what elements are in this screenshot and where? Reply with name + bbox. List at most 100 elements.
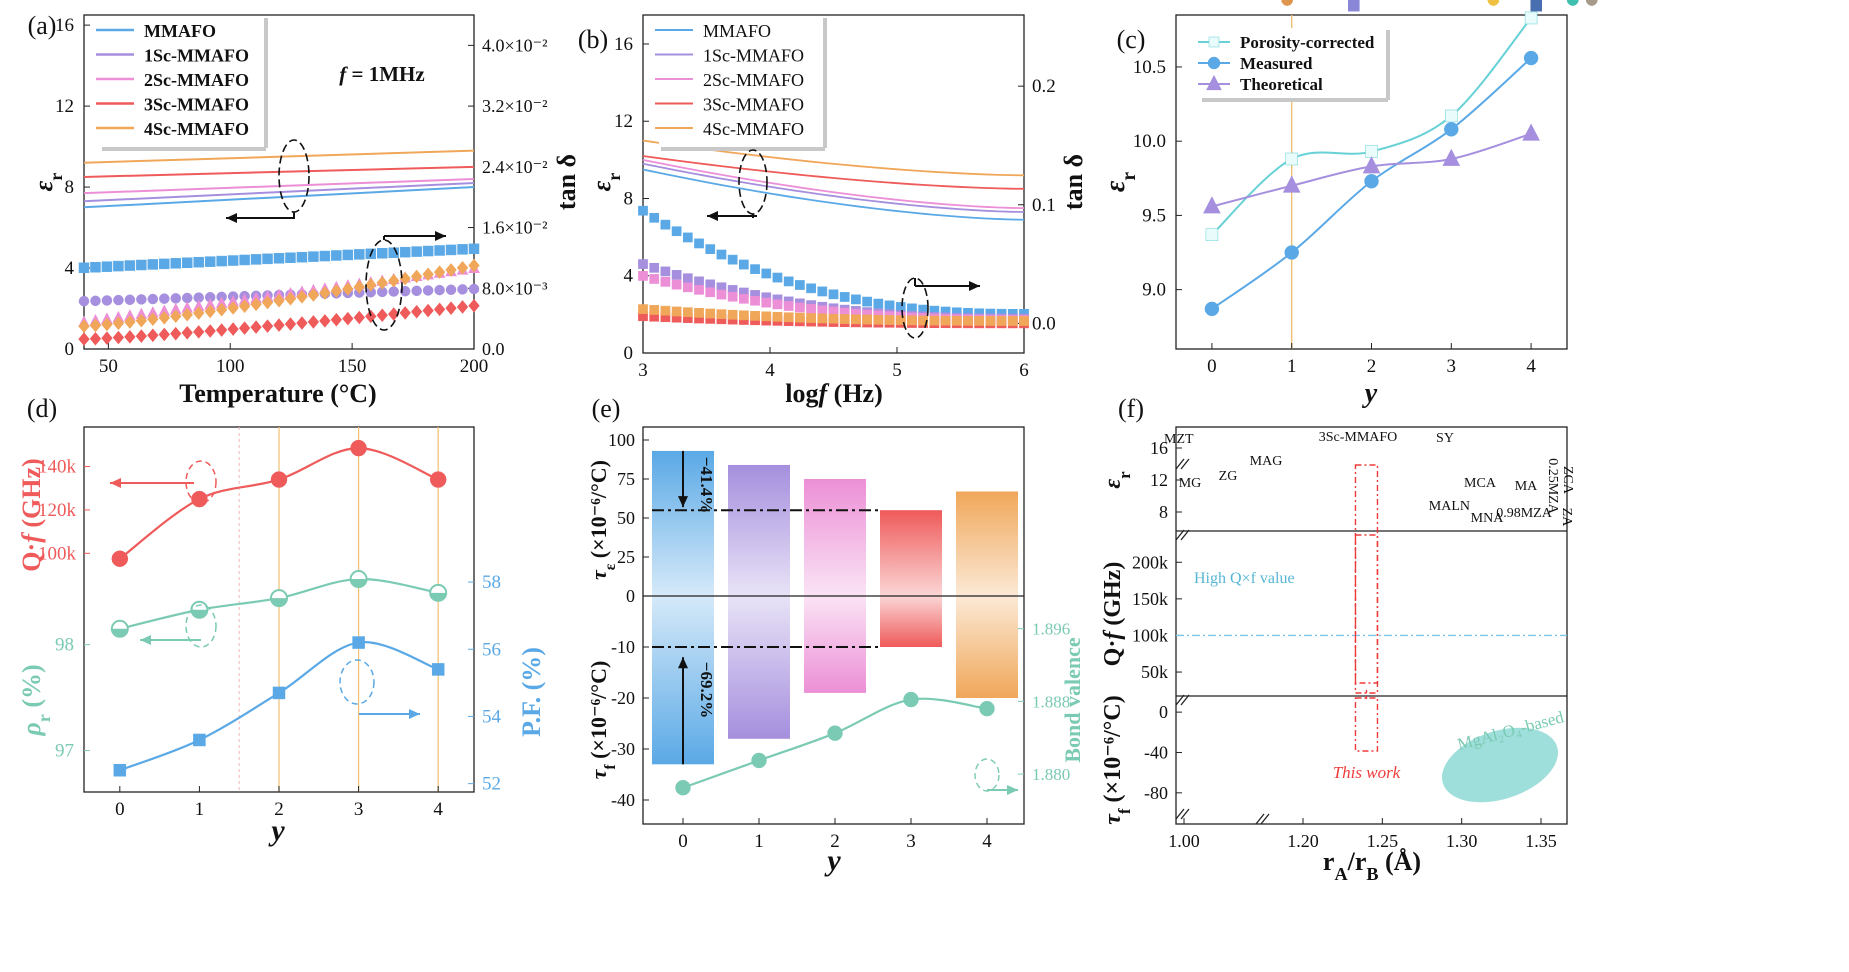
tan-point: [136, 294, 147, 305]
data-point: [1204, 301, 1220, 317]
axis-break: [1175, 808, 1185, 820]
tan-point: [434, 284, 445, 296]
arrow-left-head: [140, 635, 151, 645]
tan-point: [727, 309, 738, 320]
legend-bg: [100, 16, 266, 148]
x-tick-label: 3: [638, 360, 648, 381]
eps-line-2Sc-MMAFO: [642, 158, 1025, 210]
pf-point: [352, 636, 365, 649]
highlight-ellipse: [365, 239, 403, 331]
tan-point: [422, 267, 434, 282]
tan-point: [660, 219, 671, 230]
tan-point: [806, 313, 816, 323]
x-tick-label: 4: [1526, 356, 1536, 377]
highlight-ellipse: [901, 277, 929, 339]
label-part: r: [1119, 172, 1140, 181]
label-part: = 1MHz: [346, 62, 424, 86]
tan-point: [227, 255, 239, 266]
tan-point: [365, 309, 377, 324]
tan-point: [457, 284, 468, 295]
y-axis-title: εr: [29, 173, 66, 192]
tan-point: [296, 316, 308, 330]
qf-point: [270, 471, 288, 488]
y-tick-label: 10.0: [1133, 131, 1166, 152]
tan-point: [124, 330, 136, 344]
this-work-label: This work: [1333, 763, 1401, 782]
tan-point: [862, 296, 872, 307]
x-tick-label: 1.25: [1367, 831, 1399, 851]
y-tick-label: -10: [611, 637, 635, 657]
tan-point: [273, 293, 285, 308]
bar-tau-eps-2: [804, 479, 866, 596]
tan-point: [273, 253, 285, 264]
y2-tick-label: 3.2×10⁻²: [482, 96, 548, 116]
mgal2o4-region: [1441, 727, 1559, 803]
y-tick-label: 98: [55, 635, 74, 656]
arrow-left-head: [110, 478, 121, 488]
tan-point: [193, 325, 205, 339]
tan-point: [89, 331, 102, 346]
y-tick-label: 10.5: [1133, 57, 1166, 78]
label-part: r: [34, 714, 54, 722]
tan-point: [716, 249, 727, 260]
tan-point: [671, 306, 682, 317]
tan-point: [985, 316, 996, 326]
tan-point: [101, 331, 113, 345]
label-part: (Å): [1379, 847, 1422, 876]
tan-point: [147, 259, 159, 270]
740.3739130434783: [1281, 0, 1293, 6]
qf-point: [111, 550, 129, 567]
bond-point: [979, 700, 995, 717]
bar-tau-f-4: [956, 596, 1018, 698]
tan-point: [331, 250, 342, 261]
tan-point: [112, 330, 125, 345]
y-tick-label: -30: [611, 739, 635, 759]
y-tick-label: 100k: [38, 543, 77, 564]
tan-point: [307, 288, 320, 302]
tan-point: [147, 312, 159, 327]
tan-point: [399, 306, 411, 320]
tan-point: [296, 251, 308, 263]
tan-point: [124, 260, 136, 271]
tan-point: [411, 246, 422, 257]
tan-point: [342, 282, 354, 296]
tan-point: [445, 284, 457, 295]
tan-point: [388, 286, 399, 297]
label-part: r: [1323, 847, 1335, 876]
label-part: ρ: [17, 722, 46, 736]
tan-point: [739, 259, 749, 270]
tan-point: [694, 276, 704, 287]
arrow-down-head: [678, 496, 688, 508]
bar-tau-eps-3: [880, 510, 942, 596]
tan-point: [376, 276, 388, 290]
tan-point: [342, 249, 354, 261]
y2-tick-label: 0.0: [1032, 313, 1056, 334]
label-part: (%): [17, 664, 46, 714]
material-label: MAG: [1250, 454, 1283, 469]
tan-point: [817, 286, 828, 297]
tan-point: [660, 277, 671, 287]
y-tick-label: -40: [1144, 742, 1168, 762]
y-tick-label: 0: [65, 339, 75, 360]
y2-tick-label: 1.888: [1032, 692, 1070, 711]
tan-point: [124, 315, 136, 329]
y-axis-title-tau: τf (×10⁻⁶/°C): [1100, 695, 1134, 824]
axis-break: [1175, 694, 1185, 706]
bond-point: [827, 725, 843, 741]
label-part: τ: [586, 569, 611, 580]
label-part: /r: [1347, 847, 1367, 876]
tan-point: [147, 328, 159, 343]
arrow-up-head: [678, 657, 688, 669]
tan-point: [638, 259, 648, 269]
y-tick-label: -20: [611, 688, 635, 708]
tan-point: [671, 279, 682, 290]
y-axis-title-tau-eps: τε (×10⁻⁶/°C): [586, 460, 619, 580]
eps-line-1Sc-MMAFO: [642, 162, 1025, 213]
bar-tau-f-2: [804, 596, 866, 693]
x-tick-label: 5: [892, 360, 902, 381]
material-label: MALN: [1429, 499, 1470, 514]
y2-tick-label: 8.0×10⁻³: [482, 278, 548, 298]
panel-d-label: (d): [27, 394, 57, 423]
legend-text: 1Sc-MMAFO: [144, 46, 249, 66]
x-axis-title: logf (Hz): [785, 379, 883, 408]
